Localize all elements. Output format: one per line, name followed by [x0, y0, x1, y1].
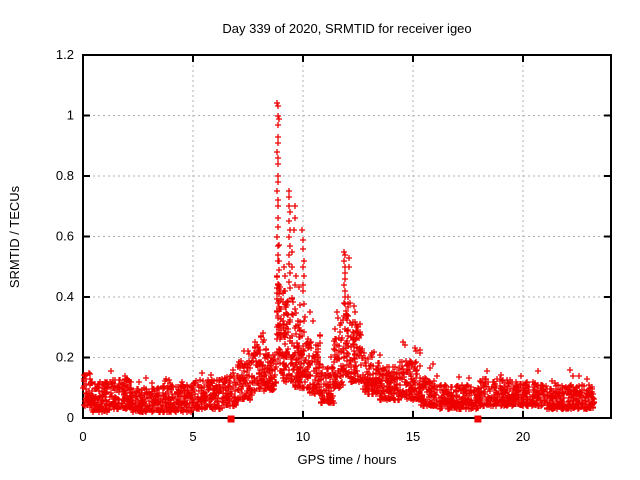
axis-ticks: [82, 54, 611, 419]
y-tick-label: 0: [67, 410, 74, 425]
y-tick-label: 0.4: [56, 289, 74, 304]
x-tick-label: 0: [79, 429, 86, 444]
y-tick-label: 1: [67, 108, 74, 123]
x-tick-label: 5: [189, 429, 196, 444]
y-tick-label: 1.2: [56, 47, 74, 62]
y-axis-label: SRMTID / TECUs: [7, 185, 22, 288]
x-tick-label: 20: [516, 429, 530, 444]
x-tick-label: 15: [406, 429, 420, 444]
square-marker: [227, 415, 235, 423]
y-tick-label: 0.2: [56, 350, 74, 365]
x-axis-label: GPS time / hours: [297, 452, 397, 467]
x-tick-label: 10: [296, 429, 310, 444]
scatter-points: [80, 100, 597, 415]
grid-lines: [83, 55, 611, 418]
square-marker: [474, 415, 482, 423]
y-tick-label: 0.6: [56, 229, 74, 244]
y-tick-label: 0.8: [56, 168, 74, 183]
chart-title: Day 339 of 2020, SRMTID for receiver ige…: [222, 21, 472, 36]
